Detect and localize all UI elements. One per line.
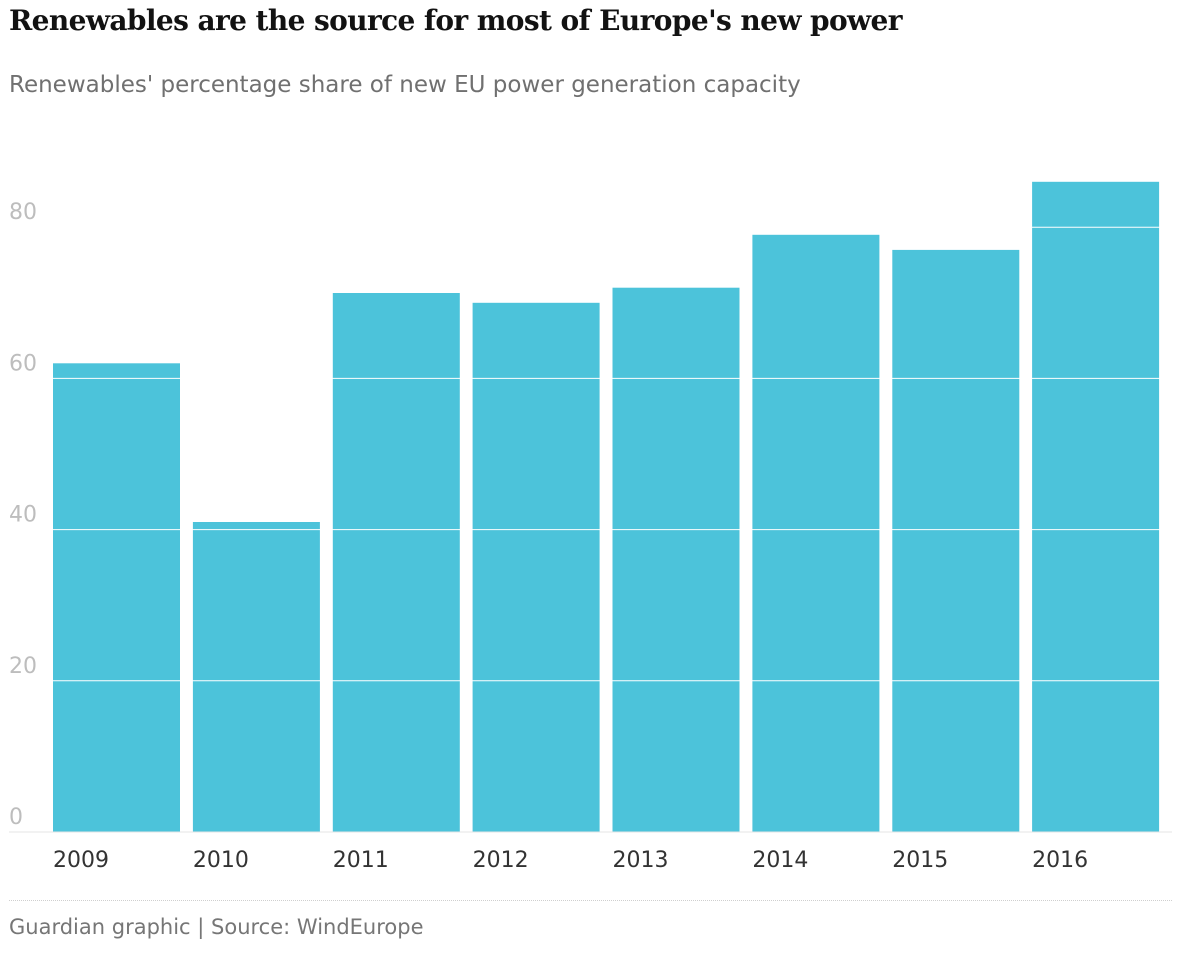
bar-2014: [752, 234, 880, 833]
y-tick-label-40: 40: [9, 503, 37, 528]
bar-2012: [472, 302, 600, 832]
y-tick-label-20: 20: [9, 654, 37, 679]
x-tick-label-2009: 2009: [53, 848, 109, 873]
bar-2016: [1032, 181, 1160, 833]
bar-chart: 0 20 40 60 80 2009 2010 2011 2012 2013 2014 2015 201…: [9, 181, 1172, 873]
bar-2009: [53, 363, 180, 832]
x-tick-label-2014: 2014: [752, 848, 808, 873]
bar-2015: [892, 249, 1020, 832]
x-tick-label-2015: 2015: [892, 848, 948, 873]
x-tick-label-2013: 2013: [613, 848, 669, 873]
chart-title: Renewables are the source for most of Eu…: [9, 4, 903, 37]
x-tick-label-2012: 2012: [473, 848, 529, 873]
chart-subtitle: Renewables' percentage share of new EU p…: [9, 72, 801, 98]
source-credit: Guardian graphic | Source: WindEurope: [9, 915, 424, 939]
y-tick-label-80: 80: [9, 200, 37, 225]
bar-2011: [332, 293, 460, 832]
bar-2010: [192, 522, 320, 832]
bar-2013: [612, 287, 740, 832]
y-tick-label-60: 60: [9, 351, 37, 376]
x-tick-label-2010: 2010: [193, 848, 249, 873]
y-tick-label-0: 0: [9, 805, 23, 830]
source-divider: [9, 900, 1172, 901]
x-tick-label-2016: 2016: [1032, 848, 1088, 873]
x-tick-label-2011: 2011: [333, 848, 389, 873]
